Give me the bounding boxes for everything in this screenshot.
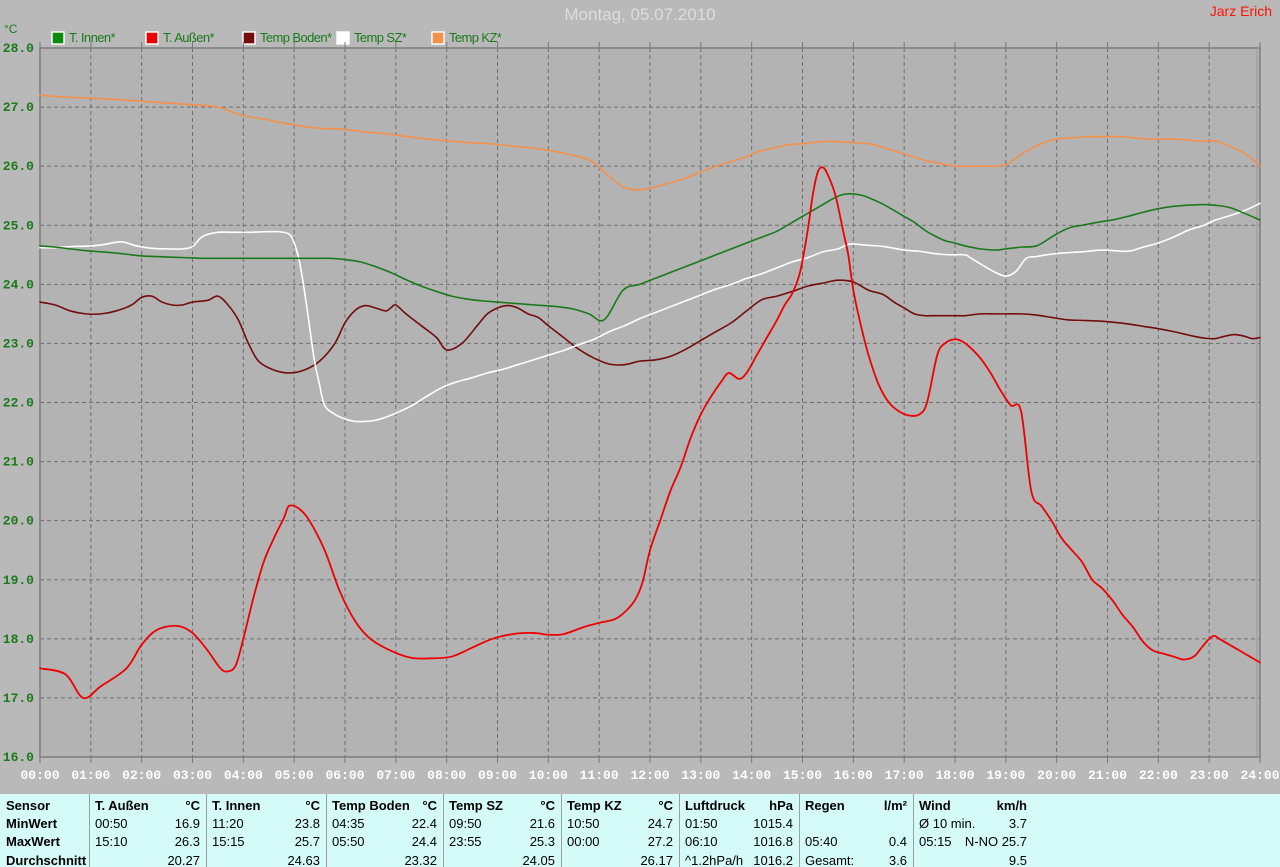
svg-text:27.0: 27.0 bbox=[3, 100, 34, 115]
svg-text:T. Innen*: T. Innen* bbox=[69, 30, 115, 45]
svg-text:°C: °C bbox=[4, 22, 18, 36]
svg-text:19.0: 19.0 bbox=[3, 573, 34, 588]
svg-text:10:00: 10:00 bbox=[529, 768, 568, 783]
svg-text:12:00: 12:00 bbox=[630, 768, 669, 783]
svg-text:16:00: 16:00 bbox=[834, 768, 873, 783]
svg-text:Temp KZ*: Temp KZ* bbox=[449, 30, 502, 45]
svg-text:21.0: 21.0 bbox=[3, 455, 34, 470]
svg-text:24.0: 24.0 bbox=[3, 277, 34, 292]
svg-text:20.0: 20.0 bbox=[3, 514, 34, 529]
svg-text:06:00: 06:00 bbox=[325, 768, 364, 783]
svg-text:18:00: 18:00 bbox=[935, 768, 974, 783]
svg-text:Temp SZ*: Temp SZ* bbox=[354, 30, 407, 45]
svg-text:11:00: 11:00 bbox=[580, 768, 619, 783]
svg-text:22.0: 22.0 bbox=[3, 396, 34, 411]
svg-text:19:00: 19:00 bbox=[986, 768, 1025, 783]
svg-text:Temp Boden*: Temp Boden* bbox=[260, 30, 332, 45]
svg-text:08:00: 08:00 bbox=[427, 768, 466, 783]
svg-text:21:00: 21:00 bbox=[1088, 768, 1127, 783]
svg-text:03:00: 03:00 bbox=[173, 768, 212, 783]
svg-text:25.0: 25.0 bbox=[3, 218, 34, 233]
svg-text:Montag, 05.07.2010: Montag, 05.07.2010 bbox=[564, 5, 715, 24]
svg-text:09:00: 09:00 bbox=[478, 768, 517, 783]
svg-text:14:00: 14:00 bbox=[732, 768, 771, 783]
svg-text:23:00: 23:00 bbox=[1190, 768, 1229, 783]
svg-text:17:00: 17:00 bbox=[885, 768, 924, 783]
svg-text:Jarz Erich: Jarz Erich bbox=[1210, 3, 1272, 19]
svg-text:22:00: 22:00 bbox=[1139, 768, 1178, 783]
svg-text:16.0: 16.0 bbox=[3, 750, 34, 765]
svg-text:17.0: 17.0 bbox=[3, 691, 34, 706]
svg-text:20:00: 20:00 bbox=[1037, 768, 1076, 783]
svg-text:23.0: 23.0 bbox=[3, 336, 34, 351]
svg-text:15:00: 15:00 bbox=[783, 768, 822, 783]
svg-text:13:00: 13:00 bbox=[681, 768, 720, 783]
svg-text:07:00: 07:00 bbox=[376, 768, 415, 783]
svg-text:01:00: 01:00 bbox=[71, 768, 110, 783]
svg-text:02:00: 02:00 bbox=[122, 768, 161, 783]
svg-text:T. Außen*: T. Außen* bbox=[163, 30, 215, 45]
svg-text:05:00: 05:00 bbox=[275, 768, 314, 783]
svg-text:04:00: 04:00 bbox=[224, 768, 263, 783]
svg-text:24:00: 24:00 bbox=[1240, 768, 1279, 783]
svg-text:26.0: 26.0 bbox=[3, 159, 34, 174]
svg-text:00:00: 00:00 bbox=[20, 768, 59, 783]
svg-text:28.0: 28.0 bbox=[3, 41, 34, 56]
svg-text:18.0: 18.0 bbox=[3, 632, 34, 647]
